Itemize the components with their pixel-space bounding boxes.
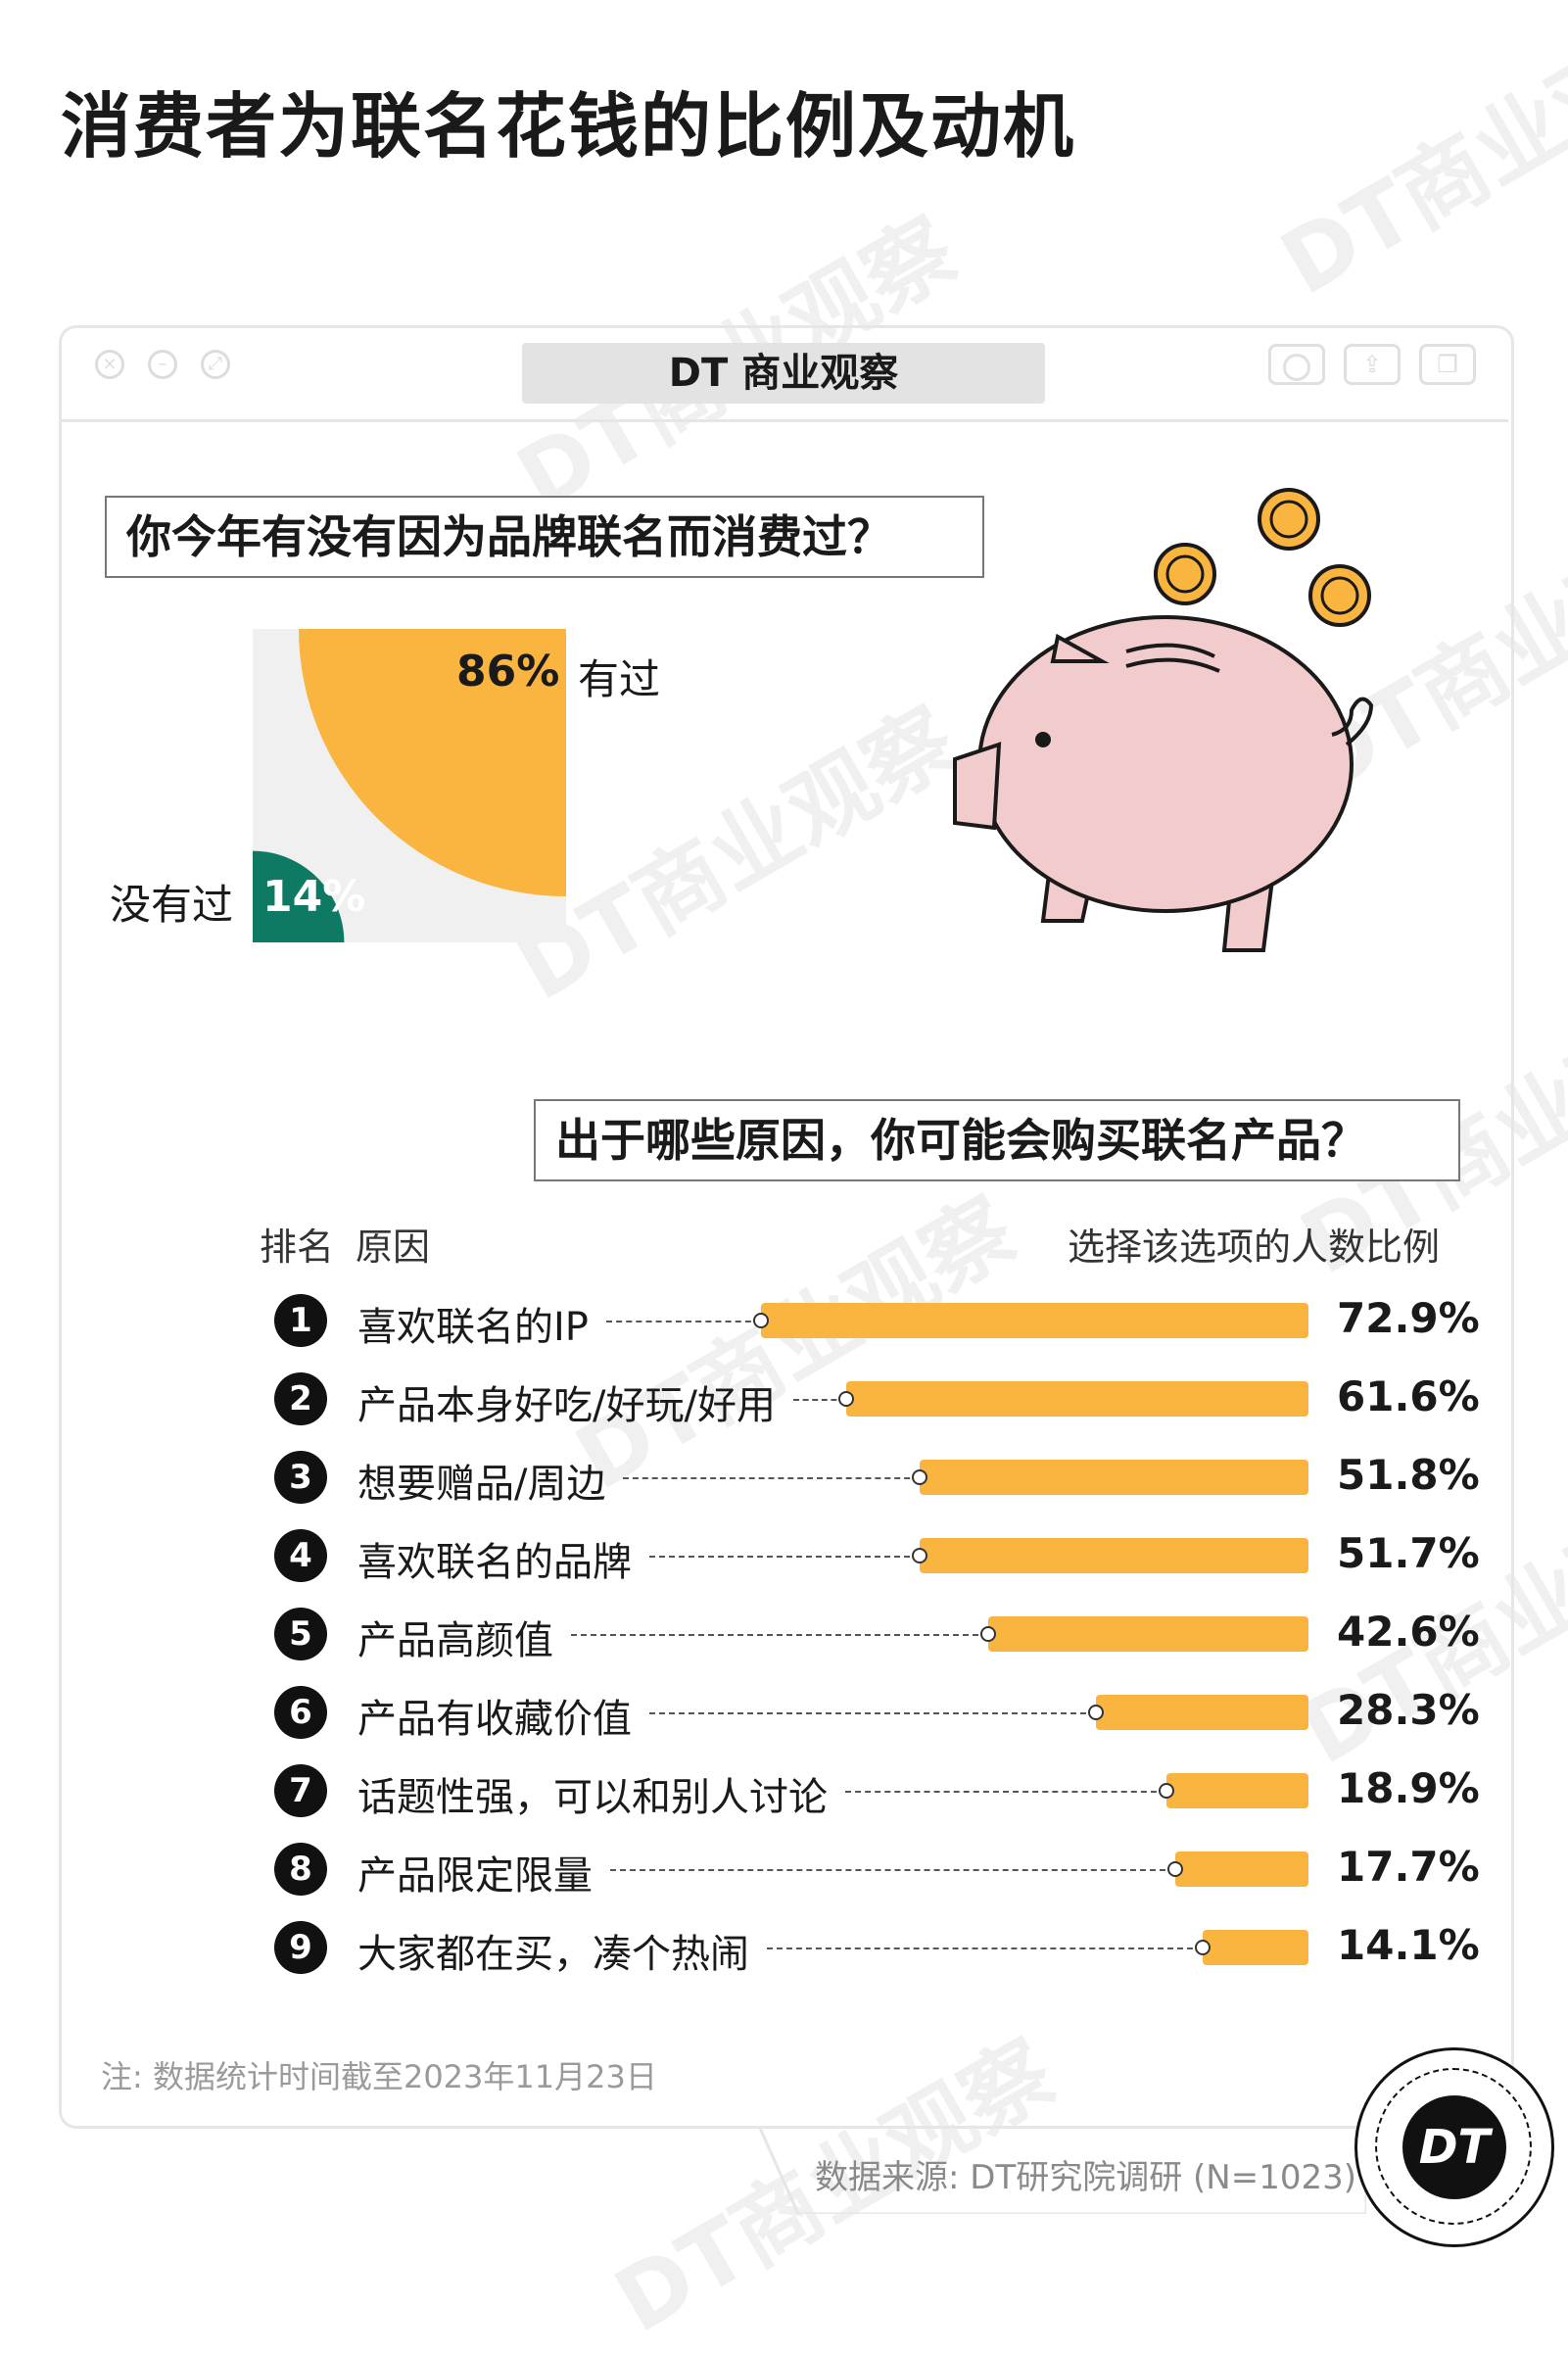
bar-start-dot — [1087, 1705, 1104, 1720]
bar — [988, 1616, 1308, 1652]
value-label: 51.8% — [1337, 1451, 1480, 1499]
bar — [920, 1538, 1308, 1573]
leader-line — [649, 1712, 1096, 1714]
coin-icon — [1154, 543, 1216, 605]
yes-percent: 86% — [456, 647, 560, 697]
header-rank: 排名 — [260, 1226, 335, 1269]
rank-badge: 8 — [274, 1843, 327, 1896]
bar — [919, 1460, 1308, 1495]
leader-line — [623, 1477, 920, 1479]
bar — [1166, 1773, 1308, 1808]
page-title: 消费者为联名花钱的比例及动机 — [61, 85, 1076, 168]
reason-label: 大家都在买，凑个热闹 — [357, 1932, 749, 1977]
reason-label: 喜欢联名的品牌 — [357, 1540, 632, 1585]
watermark: DT商业观察 — [1264, 0, 1568, 315]
expand-dot-icon[interactable]: ⤢ — [201, 350, 230, 379]
close-dot-icon[interactable]: × — [95, 350, 124, 379]
bar — [845, 1381, 1308, 1417]
rank-badge: 3 — [274, 1451, 327, 1504]
value-label: 61.6% — [1337, 1372, 1480, 1420]
share-icon: ⇪ — [1361, 351, 1383, 378]
share-button[interactable]: ⇪ — [1344, 344, 1401, 385]
no-percent: 14% — [262, 872, 366, 922]
value-label: 18.9% — [1337, 1764, 1480, 1812]
question-1: 你今年有没有因为品牌联名而消费过？ — [105, 496, 984, 578]
ratio-chart — [253, 629, 566, 942]
value-label: 17.7% — [1337, 1843, 1480, 1891]
bar-start-dot — [752, 1313, 769, 1328]
rank-badge: 2 — [274, 1372, 327, 1425]
bar — [1175, 1851, 1308, 1887]
footnote: 注: 数据统计时间截至2023年11月23日 — [101, 2058, 657, 2095]
reason-label: 产品高颜值 — [357, 1618, 553, 1663]
rank-badge: 6 — [274, 1686, 327, 1739]
copy-icon: ❐ — [1437, 351, 1458, 378]
no-label: 没有过 — [110, 881, 234, 929]
reason-label: 想要赠品/周边 — [357, 1462, 606, 1507]
question-2: 出于哪些原因，你可能会购买联名产品？ — [534, 1099, 1460, 1181]
bar-start-dot — [837, 1391, 854, 1407]
reason-label: 产品有收藏价值 — [357, 1697, 632, 1742]
reason-label: 产品本身好吃/好玩/好用 — [357, 1383, 776, 1428]
slice-yes — [298, 629, 566, 897]
source-text: 数据来源: DT研究院调研 (N=1023) — [815, 2158, 1356, 2197]
leader-line — [845, 1791, 1167, 1793]
leader-line — [571, 1634, 989, 1636]
header-value: 选择该选项的人数比例 — [1068, 1226, 1441, 1269]
leader-line — [606, 1321, 761, 1322]
rank-badge: 9 — [274, 1921, 327, 1974]
rank-badge: 5 — [274, 1608, 327, 1660]
yes-label: 有过 — [578, 655, 661, 703]
leader-line — [649, 1556, 921, 1558]
rank-badge: 7 — [274, 1764, 327, 1817]
piggy-bank-icon — [953, 488, 1374, 952]
brand-badge: DT — [1354, 2047, 1554, 2247]
record-icon — [1283, 354, 1310, 381]
dt-logo: DT — [1402, 2095, 1506, 2199]
leader-line — [767, 1947, 1203, 1949]
bar-start-dot — [1159, 1783, 1175, 1799]
value-label: 42.6% — [1337, 1608, 1480, 1656]
coin-icon — [1258, 488, 1320, 551]
bar-start-dot — [1167, 1861, 1184, 1877]
value-label: 72.9% — [1337, 1294, 1480, 1342]
reason-label: 产品限定限量 — [357, 1853, 593, 1899]
leader-line — [610, 1869, 1176, 1871]
value-label: 28.3% — [1337, 1686, 1480, 1734]
source-tag — [759, 2126, 1366, 2214]
copy-button[interactable]: ❐ — [1419, 344, 1476, 385]
leader-line — [793, 1399, 846, 1401]
bar-start-dot — [1194, 1940, 1211, 1955]
header-reason: 原因 — [356, 1226, 431, 1269]
brand-header: DT 商业观察 — [522, 343, 1045, 404]
reason-label: 话题性强，可以和别人讨论 — [357, 1775, 828, 1820]
bar — [1202, 1930, 1308, 1965]
reason-label: 喜欢联名的IP — [357, 1305, 589, 1350]
bar-start-dot — [912, 1548, 928, 1563]
bar — [1095, 1695, 1308, 1730]
coin-icon — [1308, 564, 1371, 627]
rank-badge: 1 — [274, 1294, 327, 1347]
value-label: 51.7% — [1337, 1529, 1480, 1577]
minimize-dot-icon[interactable]: – — [148, 350, 177, 379]
value-label: 14.1% — [1337, 1921, 1480, 1969]
bar-start-dot — [980, 1626, 997, 1642]
record-button[interactable] — [1268, 344, 1325, 385]
rank-badge: 4 — [274, 1529, 327, 1582]
window-titlebar — [59, 325, 1508, 422]
bar — [760, 1303, 1308, 1338]
bar-start-dot — [911, 1469, 927, 1485]
slice-no — [253, 850, 345, 942]
